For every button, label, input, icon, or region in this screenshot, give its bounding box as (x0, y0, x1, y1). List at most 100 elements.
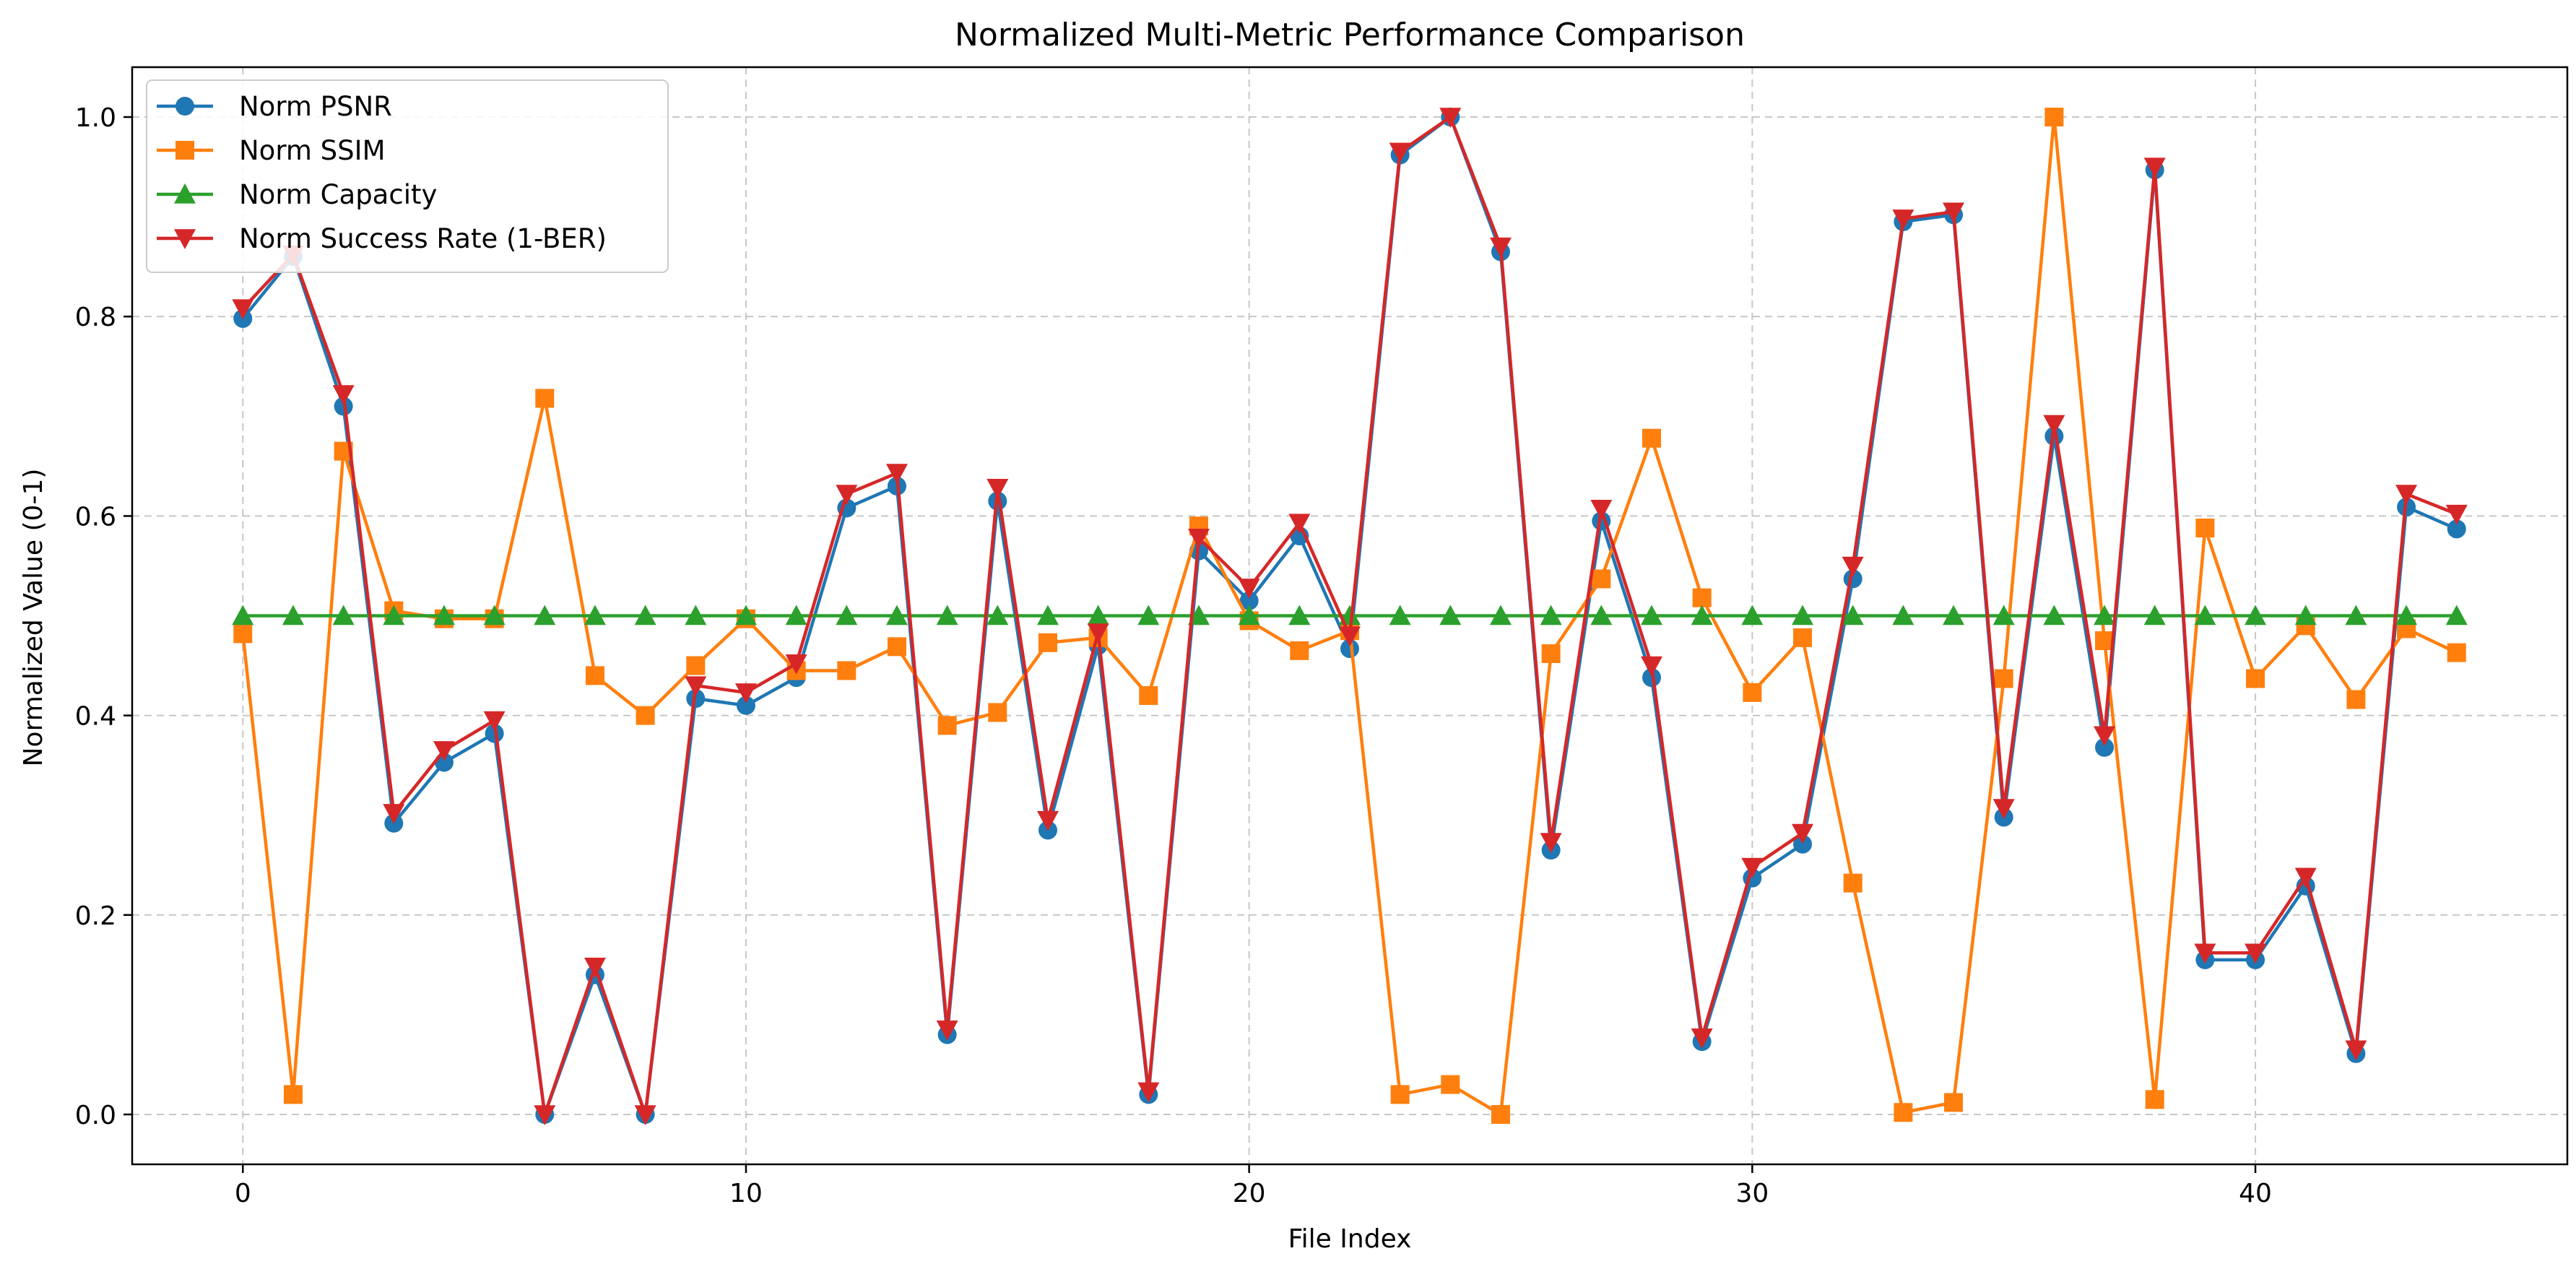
legend-label: Norm SSIM (239, 135, 386, 166)
data-point (1691, 1028, 1713, 1049)
data-point (734, 683, 757, 704)
y-tick-label: 0.8 (75, 303, 116, 332)
legend-entry: Norm SSIM (157, 135, 386, 166)
data-point (1792, 605, 1814, 625)
data-point (584, 605, 606, 625)
data-point (1892, 209, 1914, 230)
data-point (885, 605, 908, 625)
data-point (1288, 605, 1311, 625)
data-point (534, 605, 556, 625)
data-point (885, 464, 908, 485)
data-point (2345, 1040, 2367, 1061)
legend-entry: Norm Success Rate (1-BER) (157, 223, 607, 254)
data-point (2143, 157, 2166, 178)
data-point (1691, 605, 1713, 625)
data-point (332, 385, 355, 405)
data-point (535, 389, 555, 408)
y-tick-label: 1.0 (75, 103, 116, 133)
data-point (1290, 641, 1309, 660)
data-point (1943, 202, 1965, 223)
legend-marker (174, 183, 196, 204)
data-point (2294, 605, 2317, 625)
legend-entry: Norm PSNR (157, 91, 392, 122)
data-point (2195, 518, 2215, 537)
data-point (686, 656, 706, 675)
legend-label: Norm Capacity (239, 179, 437, 210)
data-point (1389, 605, 1411, 625)
legend-entry: Norm Capacity (157, 179, 437, 210)
plot-series (232, 108, 2468, 1125)
x-tick-label: 0 (235, 1179, 251, 1208)
data-point (1389, 142, 1411, 163)
data-point (483, 711, 506, 732)
data-point (1540, 605, 1562, 625)
data-point (634, 1105, 656, 1125)
data-point (1137, 605, 1160, 625)
data-point (634, 605, 656, 625)
data-point (233, 624, 253, 644)
data-point (685, 676, 707, 697)
legend-label: Norm PSNR (239, 91, 392, 122)
y-tick-label: 0.6 (75, 502, 116, 532)
data-point (1340, 639, 1359, 659)
data-point (1943, 605, 1965, 625)
data-point (1793, 834, 1813, 854)
series-norm-capacity (232, 605, 2468, 625)
data-point (1741, 857, 1764, 878)
x-axis-label: File Index (1288, 1224, 1412, 1254)
data-point (2043, 415, 2065, 436)
data-point (2447, 519, 2466, 539)
data-point (1238, 605, 1260, 625)
legend-box (146, 79, 669, 273)
data-point (1187, 605, 1210, 625)
data-point (1842, 556, 1864, 577)
data-point (685, 605, 707, 625)
legend: Norm PSNR Norm SSIM Norm Capacity Norm Succ… (146, 79, 669, 273)
data-point (1541, 644, 1561, 663)
data-point (2346, 690, 2366, 709)
y-axis-label: Normalized Value (0-1) (19, 469, 48, 767)
axis-ticks: 0 10 20 30 40 0.0 0.2 0.4 0.6 0.8 1.0 (75, 103, 2272, 1208)
data-point (1944, 1093, 1964, 1112)
data-point (2043, 605, 2065, 625)
y-tick-label: 0.4 (75, 702, 116, 732)
y-tick-label: 0.0 (75, 1101, 116, 1130)
data-point (2294, 867, 2317, 888)
data-point (636, 706, 655, 725)
data-point (1390, 1085, 1410, 1104)
data-point (1441, 1075, 1460, 1094)
data-point (282, 605, 304, 625)
legend-label: Norm Success Rate (1-BER) (239, 223, 607, 254)
data-point (485, 724, 504, 743)
legend-marker (175, 141, 194, 160)
y-tick-label: 0.2 (75, 901, 116, 931)
data-point (1843, 873, 1862, 893)
data-point (2095, 737, 2115, 757)
x-tick-label: 30 (1735, 1179, 1769, 1208)
data-point (986, 605, 1009, 625)
data-point (2447, 643, 2466, 662)
data-point (332, 605, 355, 625)
chart-title: Normalized Multi-Metric Performance Comp… (955, 17, 1745, 53)
data-point (1038, 633, 1057, 652)
data-point (2094, 605, 2116, 625)
data-point (1238, 579, 1260, 599)
data-point (1642, 428, 1662, 448)
data-point (1842, 605, 1864, 625)
data-point (1288, 514, 1311, 534)
data-point (1339, 626, 1361, 647)
data-point (483, 605, 506, 625)
data-point (2194, 605, 2216, 625)
series-norm-success-rate-1-ber (232, 108, 2468, 1125)
data-point (2044, 108, 2064, 127)
data-point (1692, 588, 1712, 607)
data-point (2345, 605, 2367, 625)
data-point (1743, 683, 1762, 702)
data-point (2143, 605, 2166, 625)
data-point (986, 478, 1009, 499)
data-point (1187, 529, 1210, 549)
data-point (1036, 810, 1059, 831)
data-point (1590, 605, 1613, 625)
data-point (2094, 726, 2116, 747)
